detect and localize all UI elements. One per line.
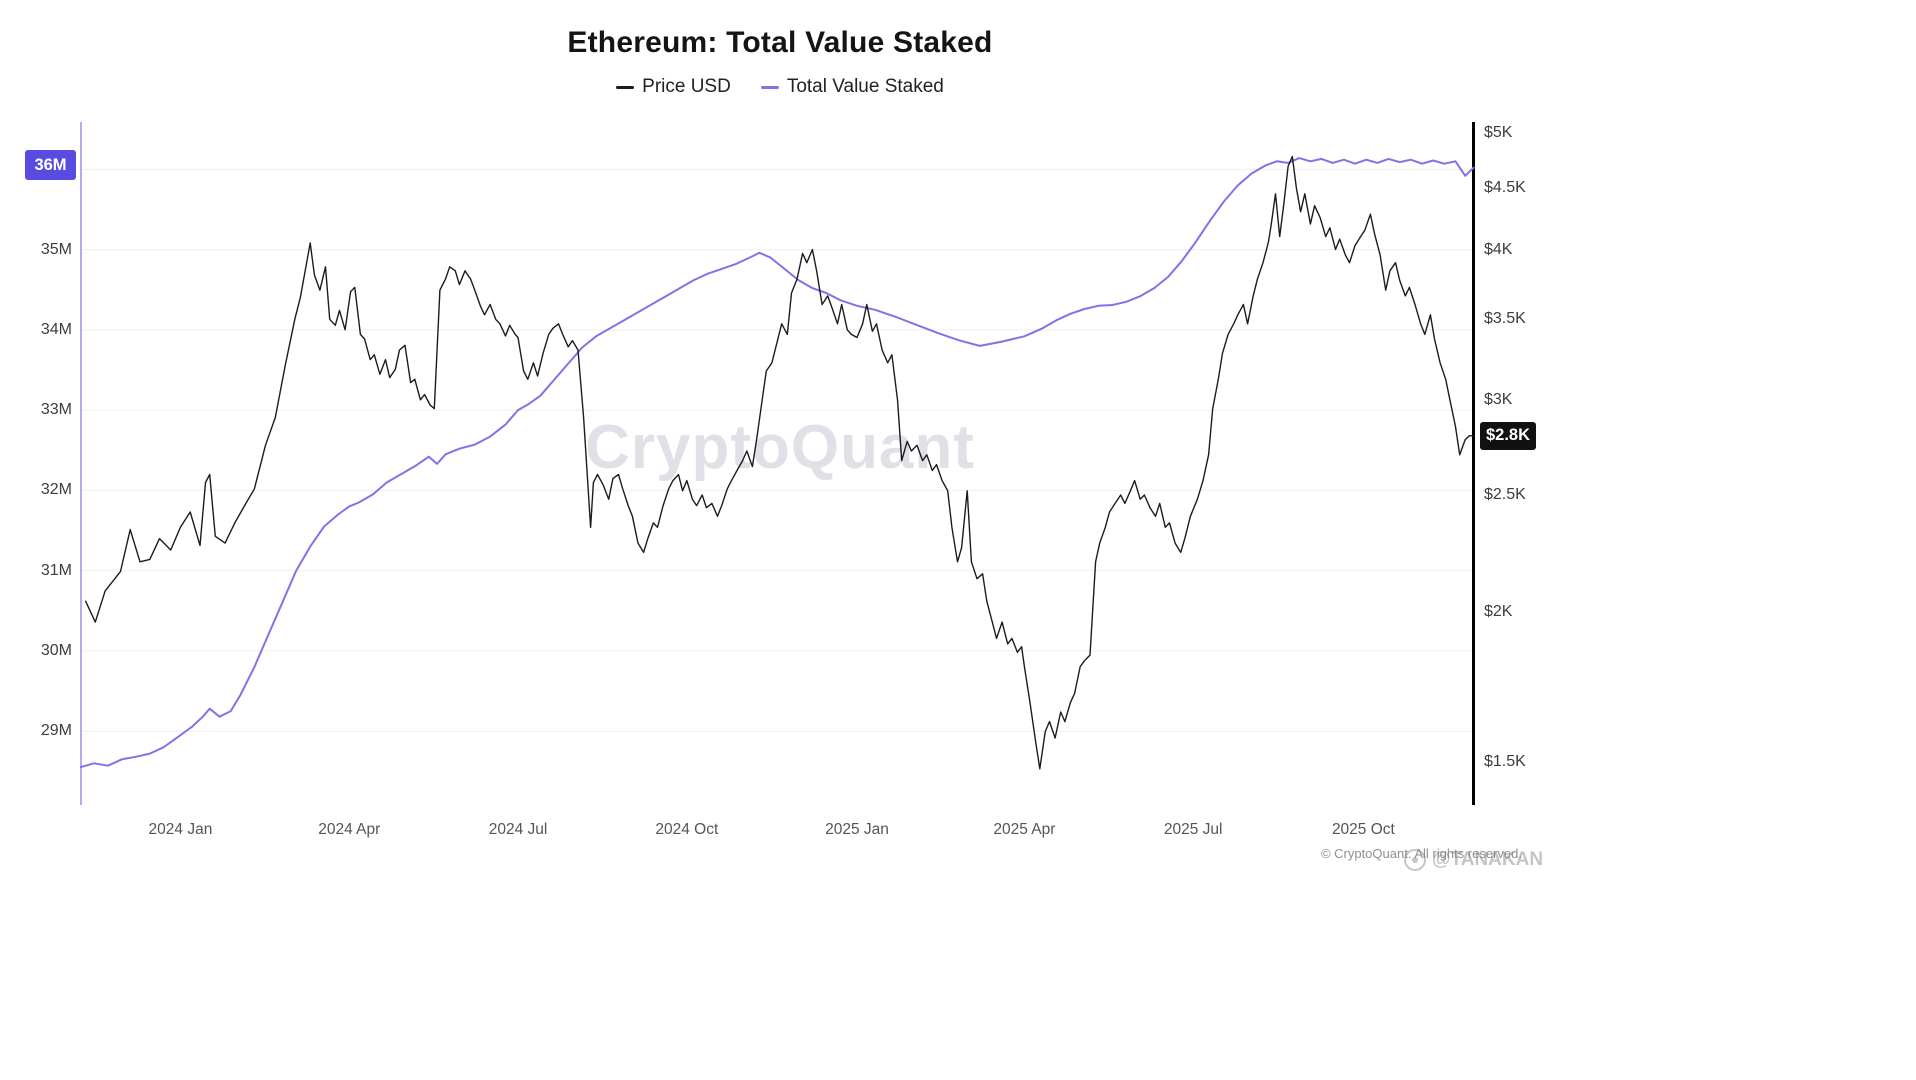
legend-label-total-value-staked: Total Value Staked: [786, 76, 944, 97]
x-axis-tick: 2025 Jan: [825, 821, 889, 838]
legend-item-total-value-staked[interactable]: Total Value Staked: [760, 76, 944, 98]
x-axis-tick: 2024 Jul: [488, 821, 548, 838]
right-axis: $5K $4.5K $4K $3.5K $3K $2.5K $2K $1.5K: [1484, 122, 1564, 805]
left-axis-tick: 33M: [40, 401, 72, 418]
left-axis-tick: 29M: [40, 722, 72, 739]
x-axis-tick: 2024 Oct: [655, 821, 719, 838]
author-logo-icon: [1404, 849, 1426, 871]
left-axis-tick: 31M: [40, 562, 72, 579]
legend: Price USD Total Value Staked: [0, 76, 1560, 98]
right-axis-tick: $5K: [1484, 124, 1513, 141]
page-title: Ethereum: Total Value Staked: [567, 26, 993, 59]
x-axis-tick: 2025 Apr: [993, 821, 1056, 838]
legend-label-price-usd: Price USD: [642, 76, 731, 97]
staked-line-swatch: [760, 85, 779, 89]
right-axis-tick: $3K: [1484, 391, 1513, 408]
left-axis-tick: 35M: [40, 241, 72, 258]
author-watermark: @TANAKAN: [1404, 849, 1543, 871]
x-axis: 2024 Jan 2024 Apr 2024 Jul 2024 Oct 2025 Jan…: [0, 820, 1916, 844]
right-axis-tick: $2K: [1484, 603, 1513, 620]
x-axis-tick: 2024 Jan: [148, 821, 213, 838]
total-value-staked-line: [80, 157, 1475, 769]
left-axis: 36M35M34M33M32M31M30M29M: [0, 122, 72, 805]
right-axis-tick: $1.5K: [1484, 753, 1526, 770]
right-axis-tick: $4K: [1484, 241, 1513, 258]
left-axis-tick: 30M: [40, 642, 72, 659]
price-usd-line: [84, 155, 1475, 770]
author-handle: @TANAKAN: [1432, 849, 1544, 870]
plot-area[interactable]: [80, 122, 1475, 805]
right-axis-tick: $2.5K: [1484, 486, 1526, 503]
x-axis-tick: 2025 Oct: [1331, 821, 1395, 838]
left-axis-tick: 32M: [40, 481, 72, 498]
left-axis-tick: 34M: [40, 321, 72, 338]
right-axis-tick: $4.5K: [1484, 179, 1526, 196]
x-axis-tick: 2024 Apr: [318, 821, 381, 838]
x-axis-tick: 2025 Jul: [1163, 821, 1223, 838]
price-line-swatch: [616, 85, 635, 89]
legend-item-price-usd[interactable]: Price USD: [616, 76, 731, 98]
current-price-badge: $2.8K: [1480, 421, 1536, 450]
current-staked-badge: 36M: [25, 150, 76, 181]
right-axis-tick: $3.5K: [1484, 310, 1526, 327]
